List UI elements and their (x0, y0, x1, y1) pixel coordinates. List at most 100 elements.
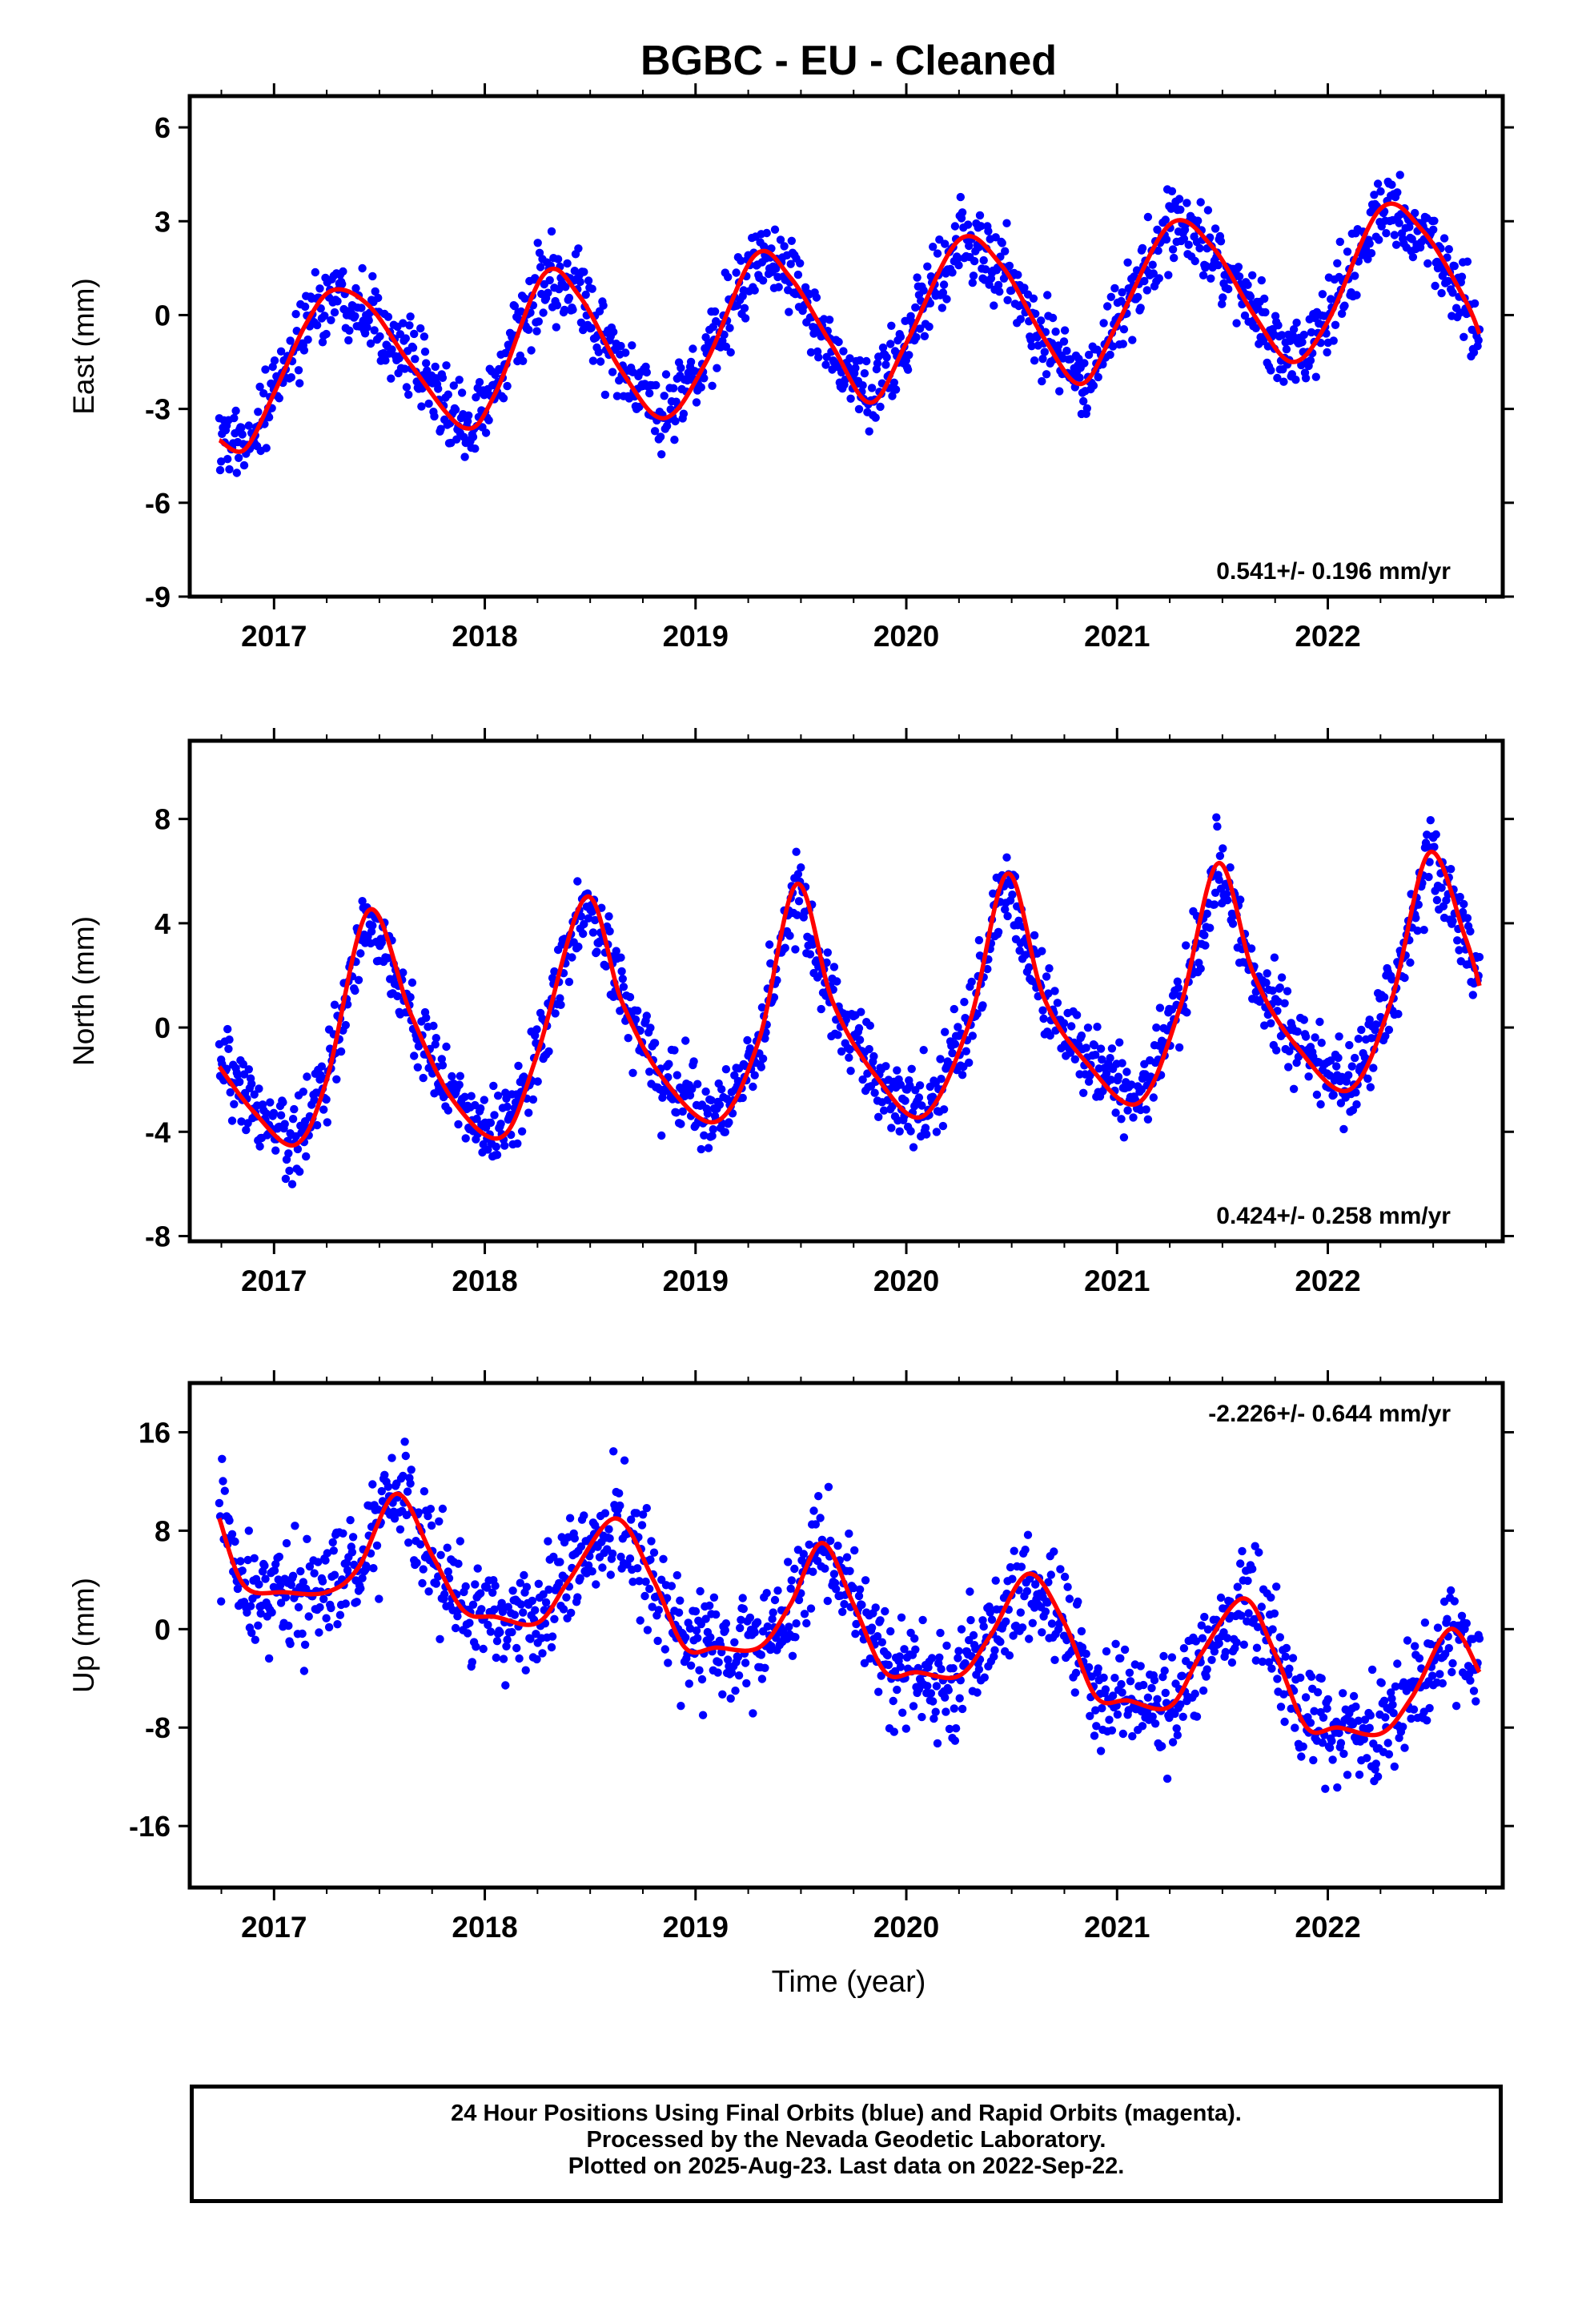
data-point (581, 290, 590, 300)
data-point (1307, 1672, 1316, 1681)
data-point (588, 1567, 596, 1576)
data-point (1079, 396, 1088, 406)
data-point (1299, 1742, 1307, 1751)
data-point (921, 1124, 930, 1132)
data-point (402, 383, 412, 392)
data-point (855, 1585, 865, 1594)
data-point (1023, 1530, 1033, 1539)
data-point (1393, 188, 1402, 197)
data-point (1236, 895, 1245, 904)
data-point (1267, 1664, 1276, 1673)
data-point (718, 1690, 727, 1699)
data-point (261, 365, 270, 374)
data-point (1411, 914, 1420, 923)
data-point (1323, 1695, 1333, 1704)
data-point (1228, 919, 1238, 928)
data-point (1343, 1771, 1352, 1779)
x-tick-label: 2019 (663, 620, 729, 653)
data-point (1055, 387, 1064, 396)
data-point (1154, 274, 1164, 283)
data-point (1375, 235, 1383, 244)
data-point (1038, 1006, 1047, 1015)
data-point (845, 354, 854, 363)
east-rate-label: 0.541+/- 0.196 mm/yr (1216, 558, 1451, 585)
data-point (1311, 372, 1321, 381)
data-point (845, 1053, 853, 1062)
data-point (645, 1584, 654, 1594)
data-point (406, 1479, 415, 1488)
data-point (770, 1595, 780, 1605)
data-point (576, 912, 586, 921)
data-point (1325, 1743, 1335, 1752)
data-point (1093, 1023, 1102, 1031)
data-point (600, 390, 610, 400)
data-point (327, 1603, 335, 1613)
data-point (544, 1585, 553, 1594)
data-point (341, 1020, 350, 1030)
data-point (496, 1120, 505, 1128)
data-point (442, 361, 451, 370)
data-point (573, 1593, 582, 1602)
data-point (1315, 1017, 1324, 1027)
data-point (732, 268, 741, 277)
data-point (266, 1098, 275, 1107)
data-point (1339, 1749, 1348, 1759)
data-point (1140, 276, 1149, 286)
data-point (954, 1647, 963, 1655)
data-point (958, 208, 967, 217)
data-point (1110, 283, 1119, 293)
data-point (486, 1627, 496, 1636)
data-point (1215, 875, 1223, 884)
data-point (1387, 975, 1396, 984)
data-point (855, 1035, 865, 1044)
data-point (330, 1000, 339, 1009)
data-point (914, 1093, 924, 1102)
data-point (1474, 336, 1483, 345)
data-point (1119, 325, 1129, 334)
data-point (787, 236, 796, 245)
data-point (1111, 1108, 1120, 1117)
data-point (625, 1554, 635, 1563)
data-point (321, 1556, 330, 1565)
data-point (295, 379, 304, 388)
data-point (704, 1144, 713, 1152)
data-point (1053, 999, 1062, 1007)
data-point (661, 370, 671, 379)
data-point (624, 1034, 632, 1043)
data-point (1371, 1020, 1381, 1029)
data-point (979, 255, 988, 265)
data-point (793, 870, 803, 879)
data-point (336, 1047, 346, 1056)
data-point (1296, 1673, 1305, 1683)
data-point (1174, 983, 1183, 992)
data-point (332, 1075, 341, 1084)
data-point (1191, 256, 1199, 266)
data-point (981, 265, 990, 274)
data-point (741, 314, 750, 323)
data-point (954, 1654, 962, 1663)
data-point (449, 381, 458, 390)
data-point (1437, 288, 1446, 298)
data-point (1317, 1674, 1326, 1683)
data-point (294, 1602, 303, 1612)
data-point (799, 1550, 808, 1558)
data-point (1282, 1643, 1291, 1653)
data-point (236, 1557, 245, 1566)
data-point (387, 1454, 396, 1462)
data-point (1084, 1663, 1094, 1672)
data-point (879, 1106, 889, 1115)
data-point (685, 1624, 695, 1633)
data-point (965, 241, 974, 251)
data-point (645, 1068, 654, 1076)
data-point (665, 1059, 673, 1068)
data-point (1199, 1686, 1208, 1695)
data-point (1425, 1703, 1434, 1713)
data-point (1196, 198, 1205, 207)
data-point (534, 317, 543, 326)
data-point (473, 1564, 482, 1573)
x-tick-label: 2018 (452, 1911, 517, 1944)
data-point (1142, 1105, 1150, 1114)
data-point (1232, 1638, 1241, 1647)
data-point (1014, 271, 1022, 279)
data-point (1301, 1693, 1311, 1702)
